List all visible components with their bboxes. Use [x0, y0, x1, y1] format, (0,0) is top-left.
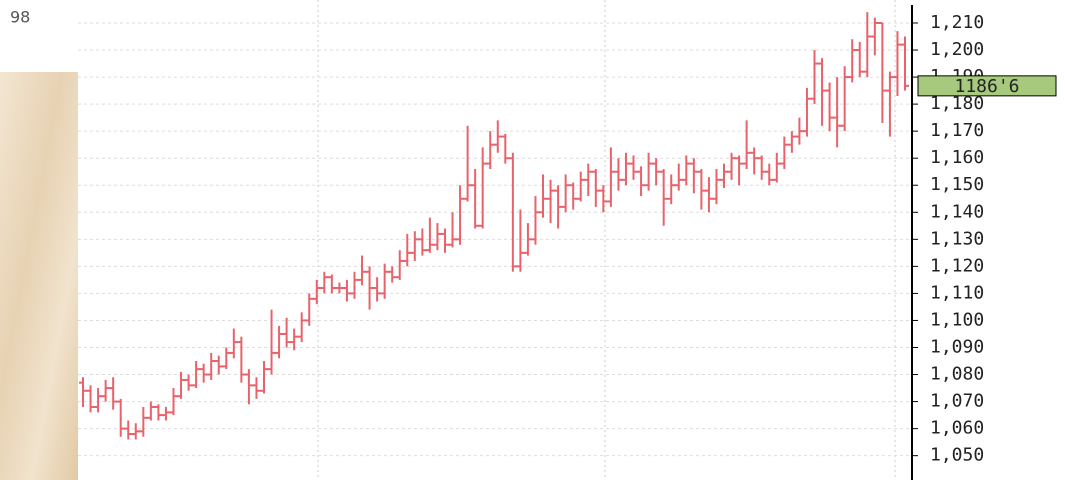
y-tick-label: 1,160 [930, 147, 984, 168]
y-tick-label: 1,180 [930, 93, 984, 114]
y-tick-label: 1,050 [930, 445, 984, 466]
y-tick-label: 1,100 [930, 309, 984, 330]
y-tick-label: 1,170 [930, 120, 984, 141]
y-tick-label: 1,110 [930, 282, 984, 303]
y-tick-label: 1,070 [930, 391, 984, 412]
y-tick-label: 1,120 [930, 255, 984, 276]
last-price-label: 1186'6 [954, 76, 1019, 97]
y-tick-label: 1,080 [930, 364, 984, 385]
y-tick-label: 1,210 [930, 12, 984, 33]
background-image [0, 72, 78, 480]
y-tick-label: 1,130 [930, 228, 984, 249]
last-price-box [917, 75, 1057, 97]
y-tick-label: 1,140 [930, 201, 984, 222]
y-tick-label: 1,200 [930, 39, 984, 60]
y-tick-label: 1,150 [930, 174, 984, 195]
corner-text: 98 [10, 8, 30, 27]
y-tick-label: 1,060 [930, 418, 984, 439]
y-tick-label: 1,090 [930, 336, 984, 357]
